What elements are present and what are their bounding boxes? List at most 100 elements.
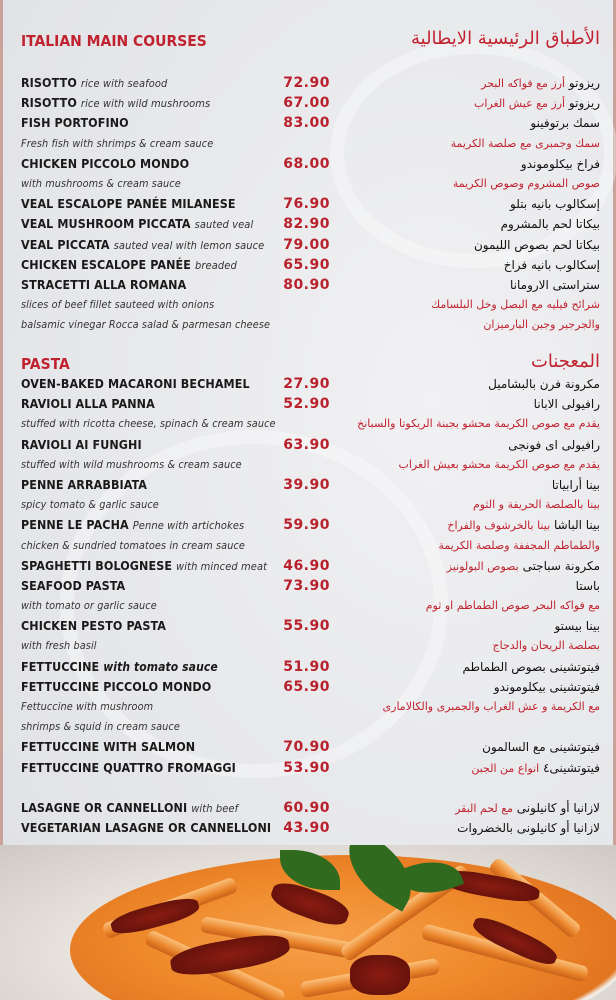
description-ar: شرائح فيليه مع البصل وخل البلسامك bbox=[431, 298, 600, 312]
item-name-en: RISOTTO rice with wild mushrooms bbox=[21, 93, 210, 114]
item-name-ar: ستراستى الارومانا bbox=[510, 275, 600, 295]
item-name-arabic: لازانيا أو كانيلونى بالخضروات bbox=[457, 821, 600, 836]
item-description-row: with fresh basil بصلصة الريحان والدجاج bbox=[21, 636, 600, 656]
item-note: sauted veal with lemon sauce bbox=[113, 238, 265, 252]
menu-item[interactable]: VEGETARIAN LASAGNE OR CANNELLONI 43.90 لاز… bbox=[21, 818, 600, 838]
menu-item[interactable]: SPAGHETTI BOLOGNESE with minced meat 46.90… bbox=[21, 556, 600, 576]
item-name: RISOTTO bbox=[21, 75, 77, 90]
menu-item[interactable]: PENNE ARRABBIATA 39.90 بينا أرابياتا bbox=[21, 475, 600, 495]
menu-item[interactable]: CHICKEN ESCALOPE PANÉE breaded 65.90 إسكالو… bbox=[21, 255, 600, 275]
item-name-ar: بيكاتا لحم بصوص الليمون bbox=[474, 235, 600, 255]
item-price: 68.00 bbox=[283, 155, 330, 172]
item-price: 43.90 bbox=[283, 820, 330, 837]
item-name-en: CHICKEN PICCOLO MONDO bbox=[21, 154, 189, 174]
item-name-ar: بينا أرابياتا bbox=[552, 475, 600, 495]
item-name-ar: لازانيا أو كانيلونى مع لحم البقر bbox=[455, 798, 600, 819]
menu-item[interactable]: VEAL PICCATA sauted veal with lemon sauce… bbox=[21, 235, 600, 255]
item-note-arabic: بصوص البولونيز bbox=[446, 559, 519, 573]
description-en: with fresh basil bbox=[21, 639, 97, 653]
item-name: FETTUCCINE bbox=[21, 658, 100, 674]
menu-item[interactable]: RISOTTO rice with seafood 72.90 ريزوتو أرز … bbox=[21, 73, 600, 93]
item-note-arabic: مع لحم البقر bbox=[455, 801, 513, 815]
item-name-ar: رافيولى اى فونجى bbox=[508, 435, 600, 455]
item-name: RAVIOLI AI FUNGHI bbox=[21, 436, 142, 452]
description-ar: صوص المشروم وصوص الكريمة bbox=[452, 176, 600, 190]
item-price: 39.90 bbox=[283, 476, 330, 493]
item-name-arabic: فيتوتشينى٤ bbox=[543, 760, 600, 775]
item-name-ar: باستا bbox=[576, 576, 600, 596]
menu-item[interactable]: SEAFOOD PASTA 73.90 باستا bbox=[21, 576, 600, 596]
item-name-en: FETTUCCINE WITH SALMON bbox=[21, 737, 195, 757]
description-en: Fettuccine with mushroom bbox=[21, 700, 154, 713]
item-name-ar: رافيولى الابانا bbox=[534, 394, 600, 414]
item-name-arabic: باستا bbox=[575, 578, 600, 593]
menu-item[interactable]: OVEN-BAKED MACARONI BECHAMEL 27.90 مكرونة … bbox=[21, 374, 600, 394]
item-name-arabic: بينا بيستو bbox=[554, 619, 600, 634]
item-price: 27.90 bbox=[283, 376, 330, 392]
item-name-en: FISH PORTOFINO bbox=[21, 113, 129, 133]
item-name-en: LASAGNE OR CANNELLONI with beef bbox=[21, 798, 238, 819]
item-name: SPAGHETTI BOLOGNESE bbox=[21, 557, 173, 573]
item-description-row: chicken & sundried tomatoes in cream sau… bbox=[21, 536, 600, 556]
item-name-ar: فيتوتشينى بيكلوموندو bbox=[494, 677, 600, 697]
item-name: VEAL MUSHROOM PICCATA bbox=[21, 216, 191, 232]
item-description-row: Fresh fish with shrimps & cream sauce سمك… bbox=[21, 134, 600, 154]
item-name-arabic: بينا الباشا bbox=[553, 518, 600, 533]
item-note: with minced meat bbox=[176, 559, 268, 573]
section-header-pasta: PASTA المعجنات bbox=[21, 351, 600, 379]
item-note: with tomato sauce bbox=[103, 659, 218, 674]
item-name-arabic: بيكاتا لحم بالمشروم bbox=[500, 217, 600, 232]
section-title-en: ITALIAN MAIN COURSES bbox=[21, 32, 207, 50]
menu-item[interactable]: VEAL ESCALOPE PANÉE MILANESE 76.90 إسكالوب… bbox=[21, 194, 600, 214]
menu-item[interactable]: FETTUCCINE QUATTRO FROMAGGI 53.90 فيتوتشين… bbox=[21, 758, 600, 778]
menu-item[interactable]: STRACETTI ALLA ROMANA 80.90 ستراستى الاروم… bbox=[21, 275, 600, 295]
item-name-en: CHICKEN ESCALOPE PANÉE breaded bbox=[21, 255, 237, 276]
menu-item[interactable]: CHICKEN PESTO PASTA 55.90 بينا بيستو bbox=[21, 616, 600, 636]
description-ar: بصلصة الريحان والدجاج bbox=[492, 639, 601, 653]
item-price: 53.90 bbox=[283, 759, 330, 776]
item-note: rice with wild mushrooms bbox=[80, 97, 211, 111]
item-price: 60.90 bbox=[283, 799, 330, 816]
item-name-ar: ريزوتو أرز مع عيش الغراب bbox=[474, 93, 600, 114]
item-name-arabic: سمك برتوفينو bbox=[530, 116, 600, 131]
item-name-ar: ريزوتو أرز مع فواكه البحر bbox=[481, 73, 600, 94]
item-name: RISOTTO bbox=[21, 95, 77, 111]
item-name-en: VEAL MUSHROOM PICCATA sauted veal bbox=[21, 214, 253, 235]
menu-item[interactable]: FISH PORTOFINO 83.00 سمك برتوفينو bbox=[21, 113, 600, 133]
item-price: 82.90 bbox=[283, 216, 330, 233]
description-en: Fresh fish with shrimps & cream sauce bbox=[21, 136, 214, 150]
item-name-ar: بيكاتا لحم بالمشروم bbox=[501, 214, 600, 234]
description-ar: يقدم مع صوص الكريمة محشو بجبنة الريكوتا … bbox=[357, 417, 600, 431]
menu-item[interactable]: LASAGNE OR CANNELLONI with beef 60.90 لازان… bbox=[21, 798, 600, 818]
item-note: rice with seafood bbox=[80, 77, 168, 90]
item-price: 46.90 bbox=[283, 557, 330, 574]
item-description-row: with mushrooms & cream sauce صوص المشروم … bbox=[21, 174, 600, 194]
item-name: PENNE ARRABBIATA bbox=[21, 476, 148, 492]
menu-item[interactable]: CHICKEN PICCOLO MONDO 68.00 فراخ بيكلوموند… bbox=[21, 154, 600, 174]
item-name: SEAFOOD PASTA bbox=[21, 577, 126, 593]
item-name-arabic: رافيولى اى فونجى bbox=[508, 437, 600, 452]
item-name-en: RISOTTO rice with seafood bbox=[21, 73, 167, 94]
item-description-row: Fettuccine with mushroom مع الكريمة و عش … bbox=[21, 697, 600, 717]
item-name-en: SPAGHETTI BOLOGNESE with minced meat bbox=[21, 556, 267, 577]
menu-item[interactable]: VEAL MUSHROOM PICCATA sauted veal 82.90 بيك… bbox=[21, 214, 600, 234]
menu-item[interactable]: RAVIOLI AI FUNGHI 63.90 رافيولى اى فونجى bbox=[21, 435, 600, 455]
menu-item[interactable]: PENNE LE PACHA Penne with artichokes 59.90… bbox=[21, 515, 600, 535]
item-name-ar: إسكالوب بانيه بتلو bbox=[510, 194, 600, 214]
menu-item[interactable]: FETTUCCINE WITH SALMON 70.90 فيتوتشينى مع … bbox=[21, 737, 600, 757]
item-name: RAVIOLI ALLA PANNA bbox=[21, 396, 155, 412]
item-note: Penne with artichokes bbox=[132, 519, 245, 533]
menu-item[interactable]: RISOTTO rice with wild mushrooms 67.00 ريزو… bbox=[21, 93, 600, 113]
item-name: FETTUCCINE WITH SALMON bbox=[21, 739, 196, 755]
menu-item[interactable]: FETTUCCINE PICCOLO MONDO 65.90 فيتوتشينى ب… bbox=[21, 677, 600, 697]
menu-item[interactable]: RAVIOLI ALLA PANNA 52.90 رافيولى الابانا bbox=[21, 394, 600, 414]
menu-item[interactable]: FETTUCCINE with tomato sauce 51.90 فيتوتشين… bbox=[21, 657, 600, 677]
item-name-arabic: رافيولى الابانا bbox=[533, 397, 600, 412]
item-price: 55.90 bbox=[283, 618, 330, 635]
item-name-ar: فيتوتشينى مع السالمون bbox=[482, 737, 600, 757]
item-name-en: SEAFOOD PASTA bbox=[21, 576, 125, 596]
item-name: VEAL PICCATA bbox=[21, 236, 110, 252]
description-en: with mushrooms & cream sauce bbox=[21, 176, 181, 190]
item-name-ar: بينا الباشا بينا بالخرشوف والفراخ bbox=[447, 515, 600, 536]
description-en: stuffed with wild mushrooms & cream sauc… bbox=[21, 457, 242, 471]
